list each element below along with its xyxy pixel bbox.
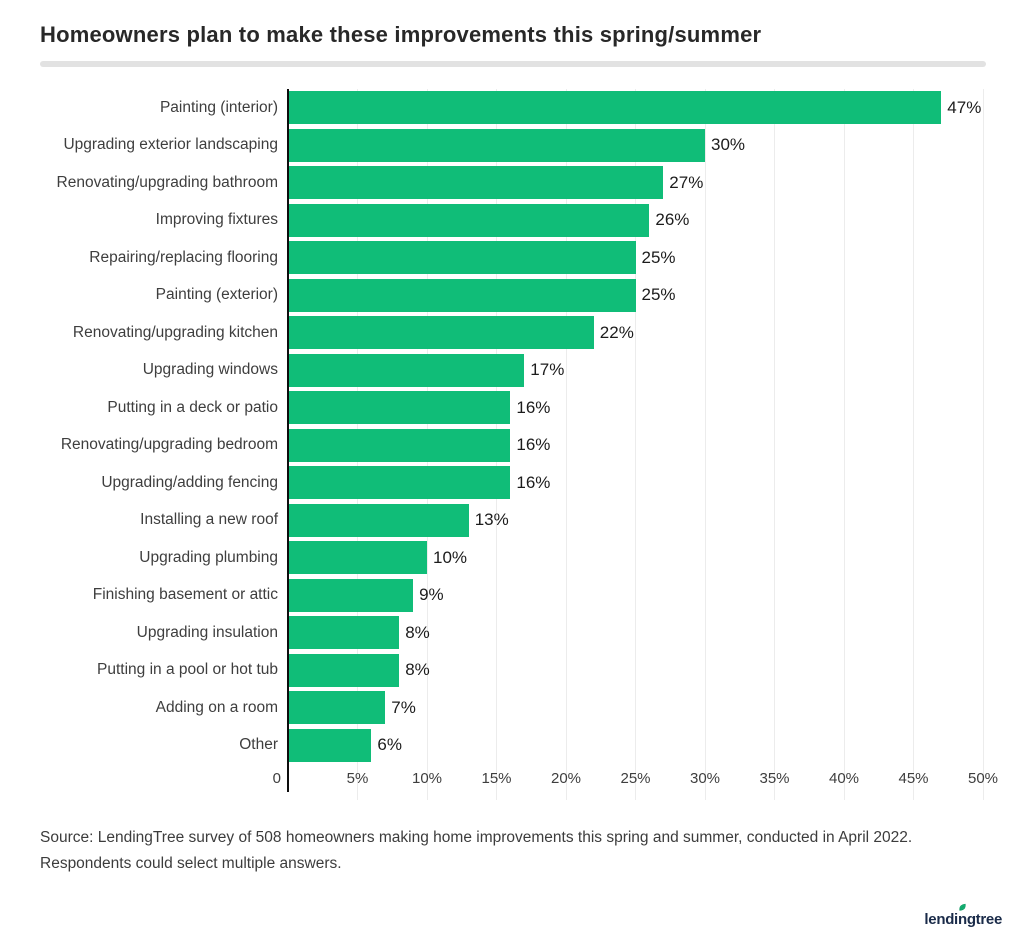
value-label: 25% — [641, 285, 676, 305]
category-label: Upgrading exterior landscaping — [63, 136, 278, 154]
chart-title: Homeowners plan to make these improvemen… — [40, 22, 762, 47]
value-label: 9% — [419, 585, 444, 605]
value-label: 6% — [377, 735, 402, 755]
value-label: 27% — [669, 172, 704, 192]
chart-row: Finishing basement or attic 9% — [0, 577, 1024, 615]
value-label: 22% — [599, 322, 634, 342]
value-label: 25% — [641, 247, 676, 267]
value-label: 30% — [711, 135, 746, 155]
bar — [288, 278, 636, 312]
chart-row: Improving fixtures 26% — [0, 202, 1024, 240]
category-label: Painting (exterior) — [155, 286, 278, 304]
x-tick-label: 40% — [828, 770, 860, 787]
category-label: Upgrading windows — [142, 361, 278, 379]
chart-row: Adding on a room 7% — [0, 689, 1024, 727]
title-divider — [40, 61, 986, 67]
bar-chart: Painting (interior) 47% Upgrading exterior… — [0, 89, 1024, 801]
leaf-icon — [959, 903, 966, 911]
value-label: 8% — [405, 622, 430, 642]
x-axis-ticks: 0 5% 10% 15% 20% 25% 30% 35% 40% 45% 50% — [273, 770, 998, 794]
bar — [288, 391, 511, 425]
value-label: 16% — [516, 472, 551, 492]
bar — [288, 203, 650, 237]
value-label: 7% — [391, 697, 416, 717]
chart-row: Renovating/upgrading bedroom 16% — [0, 427, 1024, 465]
bar — [288, 653, 400, 687]
chart-row: Painting (exterior) 25% — [0, 277, 1024, 315]
bar — [288, 466, 511, 500]
bar — [288, 503, 469, 537]
x-tick-label: 10% — [411, 770, 443, 787]
lendingtree-logo: lendin gtree — [924, 903, 1002, 928]
source-note: Source: LendingTree survey of 508 homeow… — [40, 825, 986, 877]
value-label: 17% — [530, 360, 565, 380]
chart-row: Upgrading windows 17% — [0, 352, 1024, 390]
logo-text-mid: n — [958, 903, 967, 928]
logo-text-pre: lendi — [924, 911, 958, 928]
chart-row: Upgrading insulation 8% — [0, 614, 1024, 652]
value-label: 16% — [516, 435, 551, 455]
bar — [288, 616, 400, 650]
bar — [288, 166, 664, 200]
category-label: Putting in a pool or hot tub — [97, 661, 278, 679]
bar — [288, 91, 942, 125]
value-label: 47% — [947, 97, 982, 117]
value-label: 8% — [405, 660, 430, 680]
chart-row: Upgrading/adding fencing 16% — [0, 464, 1024, 502]
x-tick-label: 5% — [346, 770, 369, 787]
chart-row: Other 6% — [0, 727, 1024, 765]
category-label: Finishing basement or attic — [92, 586, 278, 604]
source-line-1: Source: LendingTree survey of 508 homeow… — [40, 829, 913, 846]
x-tick-label: 25% — [620, 770, 651, 787]
chart-row: Putting in a deck or patio 16% — [0, 389, 1024, 427]
chart-rows: Painting (interior) 47% Upgrading exterior… — [0, 89, 1024, 764]
x-tick-label: 0 — [272, 770, 281, 787]
x-tick-label: 50% — [967, 770, 999, 787]
chart-row: Renovating/upgrading bathroom 27% — [0, 164, 1024, 202]
bar — [288, 316, 594, 350]
bar — [288, 241, 636, 275]
value-label: 10% — [433, 547, 468, 567]
bar — [288, 128, 705, 162]
y-axis-line — [286, 89, 289, 792]
bar — [288, 728, 372, 762]
category-label: Renovating/upgrading bathroom — [56, 173, 278, 191]
x-tick-label: 30% — [689, 770, 721, 787]
category-label: Other — [239, 736, 278, 754]
bar — [288, 428, 511, 462]
bar — [288, 578, 414, 612]
category-label: Upgrading/adding fencing — [101, 473, 278, 491]
source-line-2: Respondents could select multiple answer… — [40, 855, 342, 872]
value-label: 16% — [516, 397, 551, 417]
chart-row: Upgrading plumbing 10% — [0, 539, 1024, 577]
category-label: Upgrading insulation — [136, 623, 278, 641]
chart-row: Renovating/upgrading kitchen 22% — [0, 314, 1024, 352]
category-label: Repairing/replacing flooring — [89, 248, 278, 266]
x-tick-label: 45% — [898, 770, 929, 787]
category-label: Painting (interior) — [159, 98, 278, 116]
category-label: Installing a new roof — [140, 511, 278, 529]
chart-row: Painting (interior) 47% — [0, 89, 1024, 127]
category-label: Renovating/upgrading bedroom — [60, 436, 278, 454]
value-label: 13% — [474, 510, 509, 530]
category-label: Renovating/upgrading kitchen — [72, 323, 278, 341]
x-tick-label: 20% — [550, 770, 582, 787]
x-tick-label: 15% — [481, 770, 512, 787]
bar — [288, 353, 525, 387]
category-label: Improving fixtures — [155, 211, 278, 229]
chart-row: Putting in a pool or hot tub 8% — [0, 652, 1024, 690]
category-label: Putting in a deck or patio — [107, 398, 278, 416]
value-label: 26% — [655, 210, 690, 230]
chart-row: Upgrading exterior landscaping 30% — [0, 127, 1024, 165]
chart-row: Repairing/replacing flooring 25% — [0, 239, 1024, 277]
bar — [288, 691, 386, 725]
category-label: Upgrading plumbing — [139, 548, 278, 566]
chart-row: Installing a new roof 13% — [0, 502, 1024, 540]
bar — [288, 541, 427, 575]
category-label: Adding on a room — [155, 698, 278, 716]
logo-text-post: gtree — [966, 911, 1002, 928]
x-tick-label: 35% — [759, 770, 790, 787]
